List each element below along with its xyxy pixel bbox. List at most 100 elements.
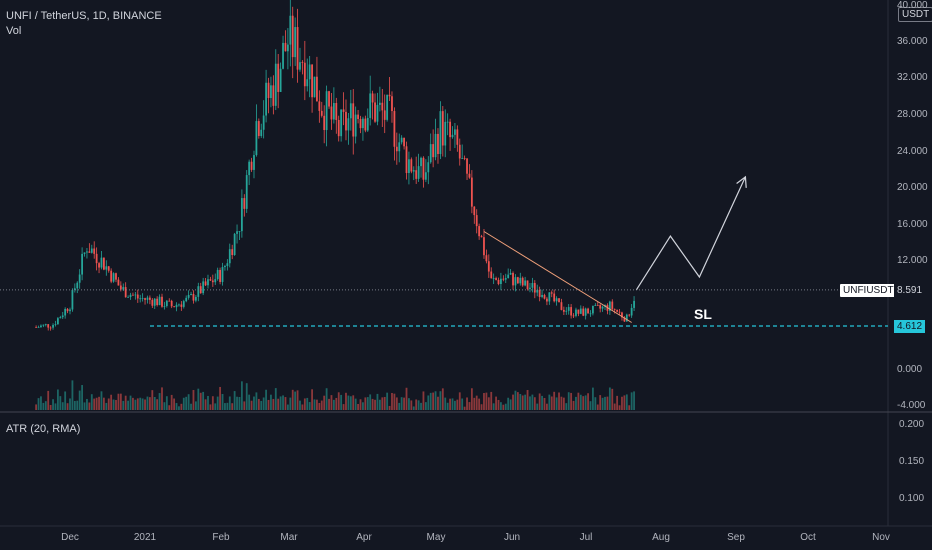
candle-body — [628, 314, 631, 316]
volume-bar — [129, 395, 132, 410]
price-tick: 0.000 — [897, 364, 923, 375]
volume-bar — [289, 397, 292, 410]
candle-body — [601, 306, 604, 309]
currency-badge[interactable]: USDT — [898, 7, 932, 22]
volume-bar — [490, 391, 493, 410]
volume-bar — [604, 396, 606, 410]
volume-bar — [168, 405, 171, 410]
volume-bar — [354, 398, 357, 410]
candle-body — [592, 305, 594, 314]
candle-body — [148, 297, 151, 300]
candle-body — [243, 198, 246, 209]
candle-body — [475, 215, 478, 227]
atr-tick: 0.150 — [899, 456, 925, 467]
candle-body — [567, 307, 570, 311]
volume-bar — [391, 392, 393, 410]
volume-bar — [485, 392, 488, 410]
volume-bar — [211, 396, 214, 410]
candle-body — [354, 114, 357, 137]
candle-body — [173, 306, 175, 308]
volume-bar — [584, 395, 587, 410]
candle-body — [262, 115, 265, 130]
volume-bar — [420, 402, 422, 410]
volume-bar — [579, 394, 582, 410]
volume-bar — [318, 402, 321, 410]
candle-body — [403, 137, 405, 147]
candle-body — [197, 286, 200, 297]
volume-bar — [483, 393, 485, 410]
candle-body — [192, 293, 195, 301]
candle-body — [529, 287, 531, 289]
volume-bar — [449, 398, 451, 410]
symbol-title[interactable]: UNFI / TetherUS, 1D, BINANCE — [6, 10, 162, 22]
volume-indicator-label[interactable]: Vol — [6, 25, 22, 37]
volume-bar — [519, 393, 522, 410]
volume-bar — [408, 398, 410, 410]
candle-body — [56, 318, 59, 325]
candle-body — [61, 315, 64, 318]
volume-bar — [158, 393, 161, 410]
candle-body — [112, 273, 115, 282]
candle-body — [599, 305, 602, 309]
volume-bar — [403, 397, 405, 410]
candle-body — [550, 292, 553, 294]
candle-body — [408, 159, 410, 174]
volume-bar — [274, 388, 277, 410]
volume-bar — [516, 392, 519, 410]
volume-bar — [277, 398, 280, 410]
candle-body — [66, 308, 69, 312]
candle-body — [146, 297, 149, 300]
candle-body — [621, 312, 623, 318]
volume-bar — [81, 385, 84, 410]
volume-bar — [42, 402, 45, 410]
candle-body — [323, 115, 326, 131]
volume-bar — [301, 404, 304, 410]
volume-bar — [100, 391, 103, 410]
atr-indicator-label[interactable]: ATR (20, RMA) — [6, 423, 81, 435]
candle-body — [221, 267, 224, 282]
candle-body — [395, 146, 398, 152]
volume-bar — [565, 403, 568, 410]
projection-arrow-head — [736, 175, 747, 188]
candle-body — [100, 257, 103, 268]
candle-body — [168, 300, 171, 302]
volume-bar — [284, 397, 287, 410]
volume-bar — [136, 398, 139, 410]
candle-body — [37, 327, 40, 328]
volume-bar — [240, 381, 243, 410]
candle-body — [330, 106, 333, 120]
volume-bar — [441, 388, 444, 410]
candle-body — [616, 309, 619, 312]
volume-bar — [231, 403, 234, 410]
stop-loss-label[interactable]: SL — [694, 306, 712, 322]
candle-body — [454, 129, 456, 135]
volume-bar — [313, 399, 316, 410]
candle-body — [533, 283, 536, 293]
volume-bar — [521, 395, 524, 410]
volume-bar — [550, 396, 553, 410]
candle-body — [449, 121, 451, 138]
candle-body — [524, 280, 527, 286]
candle-body — [277, 63, 280, 92]
volume-bar — [340, 394, 343, 410]
candle-body — [589, 313, 592, 315]
projection-path — [635, 176, 746, 291]
candle-body — [274, 63, 277, 106]
candle-body — [502, 278, 505, 280]
volume-bar — [78, 390, 81, 410]
volume-bar — [536, 403, 539, 410]
volume-bar — [572, 400, 575, 410]
candle-body — [202, 281, 205, 294]
time-tick: Jun — [503, 532, 521, 543]
volume-bar — [393, 393, 396, 410]
candle-body — [156, 298, 159, 306]
volume-bar — [107, 398, 110, 410]
volume-bar — [233, 391, 236, 410]
candle-body — [512, 272, 514, 286]
candle-body — [158, 296, 161, 306]
volume-bar — [56, 389, 59, 410]
candle-body — [497, 279, 500, 285]
candle-body — [427, 162, 430, 173]
candle-body — [415, 170, 418, 179]
